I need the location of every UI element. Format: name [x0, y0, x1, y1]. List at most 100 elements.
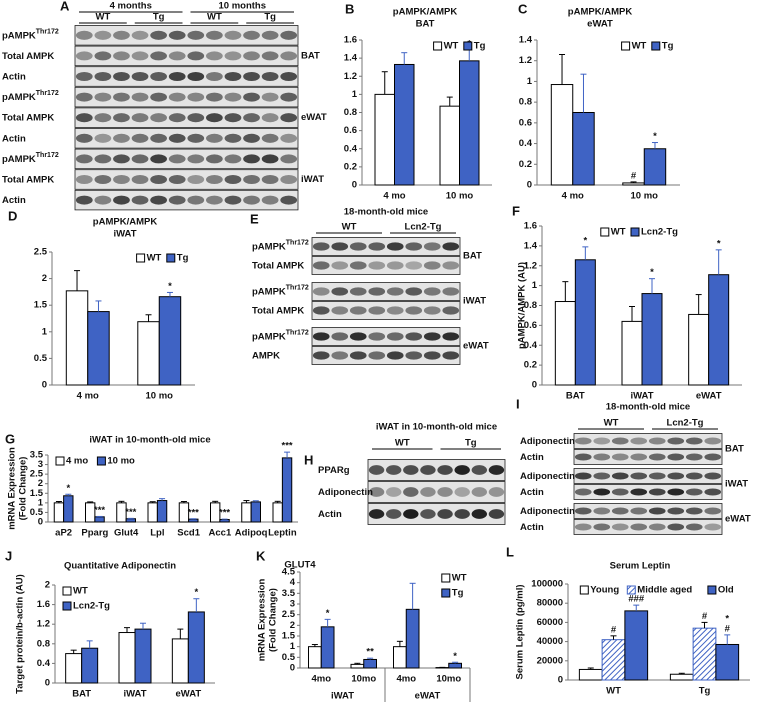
panel-letter: C [518, 1, 528, 16]
blot-band [423, 261, 441, 270]
error-bar [587, 667, 594, 670]
blot-band [423, 287, 441, 296]
blot-band [648, 507, 666, 515]
blot-strip [74, 169, 299, 190]
error-bar [580, 73, 587, 113]
significance-label: * [168, 281, 172, 292]
blot-band [423, 332, 441, 341]
y-axis-label: mRNA Expression [257, 579, 268, 662]
row-label: Total AMPK [2, 174, 54, 185]
blot-band [331, 351, 349, 360]
row-label-text: AMPK [252, 350, 280, 361]
blot-strip [367, 503, 506, 525]
significance-label: * [650, 267, 654, 278]
blot-band [131, 195, 149, 205]
x-tick-label: iWAT [123, 689, 146, 700]
bar [147, 502, 158, 523]
blot-band [420, 509, 436, 519]
error-bar [74, 270, 81, 291]
bar [550, 84, 574, 186]
blot-band [488, 509, 505, 519]
y-tick-label: 1.6 [344, 35, 357, 46]
y-tick-label: 0 [290, 663, 295, 674]
blot-band [113, 195, 130, 205]
blot-band [150, 195, 167, 205]
chart-title: pAMPK/AMPK [568, 7, 633, 18]
blot-band [630, 472, 648, 480]
blot-band [368, 351, 386, 360]
significance-label: * [653, 131, 657, 142]
legend-swatch [621, 41, 631, 51]
blot-band [368, 332, 386, 341]
blot-band [187, 133, 205, 143]
blot-strip [311, 346, 461, 365]
blot-strip [573, 503, 723, 519]
bar [622, 182, 645, 186]
legend-swatch [166, 253, 176, 263]
legend-swatch [62, 601, 72, 611]
blot-band [94, 154, 112, 164]
legend-swatch [707, 585, 717, 595]
blot-band [704, 488, 722, 496]
significance-label: * [583, 235, 587, 246]
blot-band [685, 488, 703, 496]
blot-band [574, 507, 592, 515]
x-tick-label: Scd1 [177, 528, 200, 539]
blot-band [280, 92, 298, 102]
y-tick-label: 60000 [537, 617, 563, 628]
blot-strip [74, 45, 299, 67]
blot-band [261, 195, 279, 205]
y-tick-label: 0.2 [524, 360, 537, 371]
x-tick-label: 4 mo [562, 191, 584, 202]
y-tick-label: 1 [527, 76, 533, 87]
row-label-text: Actin [520, 452, 544, 463]
error-bar [243, 500, 250, 503]
y-tick-label: 0.5 [34, 353, 48, 364]
blot-band [113, 133, 130, 143]
y-tick-label: 0 [352, 180, 357, 191]
blot-band [385, 465, 402, 475]
legend-label: 4 mo [66, 456, 88, 467]
error-bar [124, 627, 130, 633]
bar [118, 632, 136, 684]
row-label: pAMPKThr172 [252, 330, 309, 342]
tissue-label: eWAT [301, 112, 327, 123]
row-label-text: pAMPK [252, 286, 286, 297]
blot-band [471, 487, 488, 497]
bar [63, 495, 74, 523]
y-tick-label: 0 [38, 517, 43, 528]
tissue-label: eWAT [725, 514, 751, 525]
blot-band [94, 30, 112, 40]
blot-band [312, 351, 330, 360]
blot-band [206, 195, 223, 205]
blot-strip [311, 256, 461, 275]
chart-title: Serum Leptin [610, 561, 671, 572]
blot-band [331, 242, 349, 251]
panel-letter: A [60, 0, 70, 13]
blot-band [187, 195, 205, 205]
blot-strip [74, 86, 299, 108]
chart-title: pAMPK/AMPK [93, 217, 158, 228]
y-tick-label: 3 [38, 459, 43, 470]
blot-strip [311, 237, 461, 256]
blot-band [131, 113, 149, 123]
blot-band [131, 154, 149, 164]
error-bar [559, 54, 566, 85]
error-bar [724, 634, 731, 645]
error-bar [582, 246, 589, 260]
legend-label: WT [73, 586, 88, 597]
legend-label: Lcn2-Tg [641, 227, 678, 238]
x-tick-label: 4mo [311, 674, 331, 685]
row-label-text: Total AMPK [252, 260, 304, 271]
y-tick-label: 0.5 [30, 507, 44, 518]
blot-band [442, 332, 460, 341]
blot-band [243, 71, 260, 82]
blot-band [667, 453, 685, 461]
blot-band [349, 261, 367, 270]
blot-band [94, 51, 112, 61]
blot-band [131, 71, 149, 82]
error-bar [159, 498, 166, 501]
error-bar [65, 493, 72, 496]
